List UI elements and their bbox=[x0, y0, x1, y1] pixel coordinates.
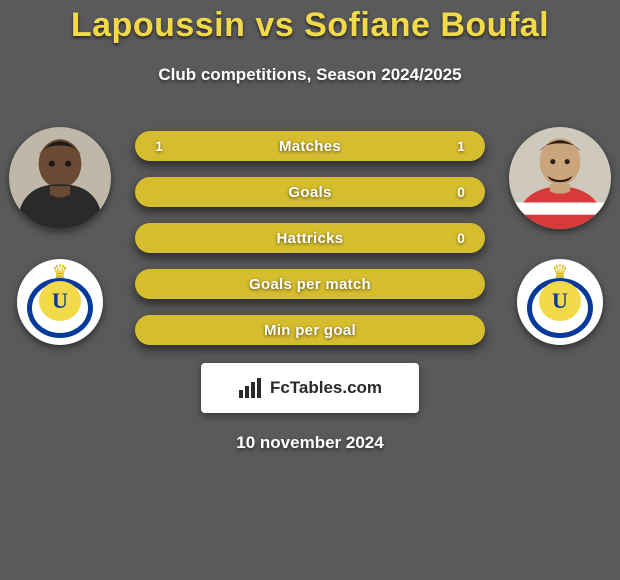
right-player-avatar bbox=[509, 127, 611, 229]
stat-label: Matches bbox=[279, 138, 341, 155]
stat-label: Goals per match bbox=[249, 276, 371, 293]
stat-bars: 1 Matches 1 Goals 0 Hattricks 0 Goals pe… bbox=[135, 131, 485, 345]
left-club-badge: ♛ U bbox=[17, 259, 103, 345]
stat-bar: Min per goal bbox=[135, 315, 485, 345]
stat-right-value: 0 bbox=[451, 184, 471, 200]
stat-bar: Goals 0 bbox=[135, 177, 485, 207]
club-letter: U bbox=[539, 281, 581, 321]
comparison-row: ♛ U 1 Matches 1 Goals 0 Hattricks 0 Goal… bbox=[0, 127, 620, 345]
right-club-badge: ♛ U bbox=[517, 259, 603, 345]
stat-bar: Goals per match bbox=[135, 269, 485, 299]
stat-label: Min per goal bbox=[264, 322, 356, 339]
avatar-placeholder-icon bbox=[509, 127, 611, 229]
stat-right-value: 0 bbox=[451, 230, 471, 246]
stat-label: Hattricks bbox=[277, 230, 344, 247]
stat-bar: 1 Matches 1 bbox=[135, 131, 485, 161]
left-player-avatar bbox=[9, 127, 111, 229]
watermark-text: FcTables.com bbox=[270, 378, 382, 398]
club-letter: U bbox=[39, 281, 81, 321]
stat-right-value: 1 bbox=[451, 138, 471, 154]
stat-bar: Hattricks 0 bbox=[135, 223, 485, 253]
stat-label: Goals bbox=[288, 184, 331, 201]
page-subtitle: Club competitions, Season 2024/2025 bbox=[0, 65, 620, 85]
bars-icon bbox=[238, 378, 264, 398]
avatar-placeholder-icon bbox=[9, 127, 111, 229]
watermark-badge: FcTables.com bbox=[201, 363, 419, 413]
right-player-column: ♛ U bbox=[508, 127, 612, 345]
stat-left-value: 1 bbox=[149, 138, 169, 154]
page-title: Lapoussin vs Sofiane Boufal bbox=[0, 0, 620, 45]
left-player-column: ♛ U bbox=[8, 127, 112, 345]
comparison-date: 10 november 2024 bbox=[0, 433, 620, 453]
